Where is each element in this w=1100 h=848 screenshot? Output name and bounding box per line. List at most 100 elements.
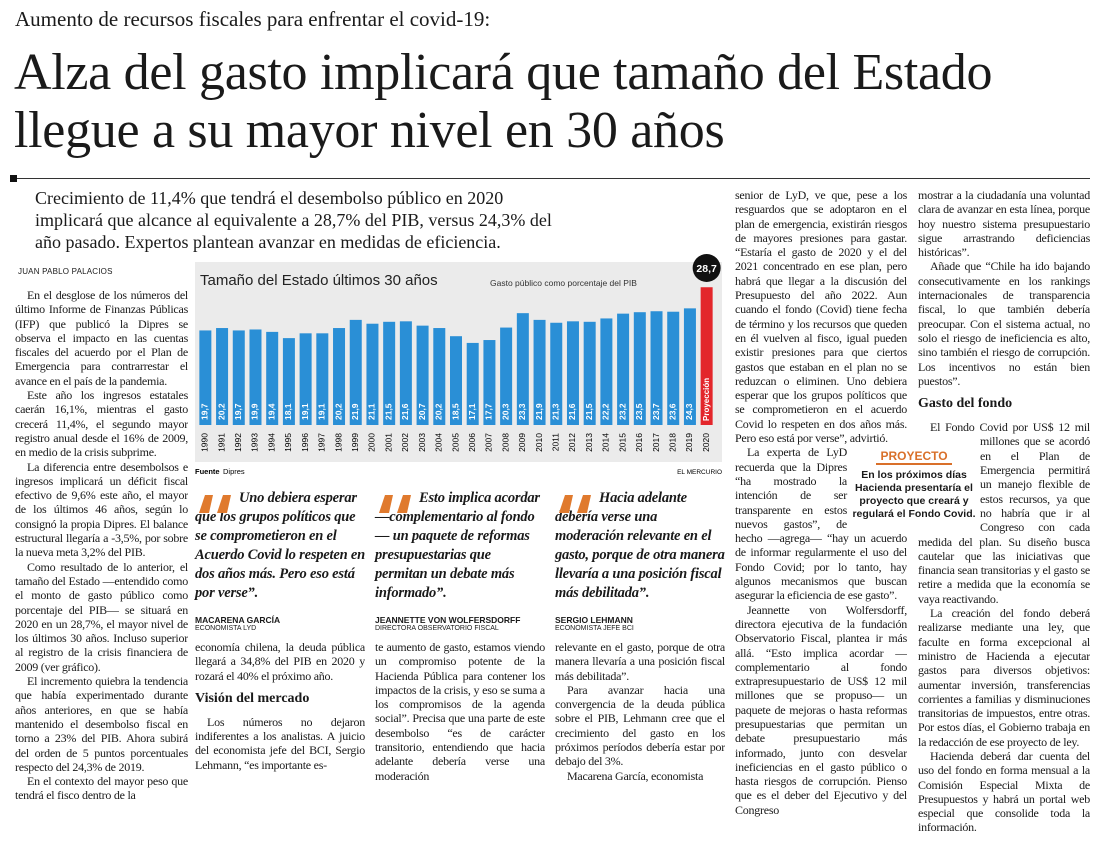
annotation: Proyección (702, 378, 711, 421)
quote-role: ECONOMISTA JEFE BCI (555, 625, 634, 632)
bar (199, 330, 212, 425)
value-label: 21,5 (383, 403, 393, 420)
value-label: 28,7 (696, 263, 717, 275)
bar (650, 311, 663, 425)
paragraph: El incremento quiebra la tendencia que h… (15, 674, 188, 774)
paragraph: En el desglose de los números del último… (15, 288, 188, 388)
bar (466, 342, 479, 425)
bar (533, 319, 546, 425)
x-tick-label: 1999 (350, 433, 360, 452)
x-tick-label: 2001 (383, 433, 393, 452)
quote-text: Hacia adelante debería verse una moderac… (555, 490, 725, 601)
quote-mark (379, 495, 411, 513)
quote-mark (559, 495, 591, 513)
paragraph: relevante en el gasto, porque de otra ma… (555, 640, 725, 683)
value-label: 23,3 (517, 403, 527, 420)
value-label: 23,2 (617, 403, 627, 420)
value-label: 20,2 (333, 403, 343, 420)
quote-role: DIRECTORA OBSERVATORIO FISCAL (375, 625, 499, 632)
paragraph: economía chilena, la deuda pública llega… (195, 640, 365, 683)
x-tick-label: 2013 (584, 433, 594, 452)
chart: Tamaño del Estado últimos 30 años Gasto … (195, 254, 722, 476)
value-label: 21,9 (534, 403, 544, 420)
value-label: 23,7 (651, 403, 661, 420)
pull-quote: Hacia adelante debería verse una moderac… (555, 487, 725, 632)
bar (383, 321, 396, 425)
x-tick-label: 2020 (701, 433, 711, 452)
credit: EL MERCURIO (677, 469, 722, 476)
x-tick-label: 1996 (300, 433, 310, 452)
x-tick-label: 2019 (684, 433, 694, 452)
value-label: 21,3 (551, 403, 561, 420)
value-label: 22,2 (601, 403, 611, 420)
pull-quote: Uno debiera esperar que los grupos polít… (195, 487, 365, 632)
bar (232, 330, 245, 425)
info-box: PROYECTO En los próximos días Hacienda p… (852, 447, 976, 521)
column: te aumento de gasto, estamos viendo un c… (375, 640, 545, 844)
paragraph: Jeannette von Wolfersdorff, directora ej… (735, 602, 907, 817)
x-tick-label: 2011 (551, 433, 561, 452)
chart-title: Tamaño del Estado últimos 30 años (200, 272, 438, 289)
column: mostrar a la ciudadanía una voluntad cla… (918, 188, 1090, 844)
value-label: 21,6 (400, 403, 410, 420)
value-label: 19,9 (250, 403, 260, 420)
x-tick-label: 1994 (266, 433, 276, 452)
bar (282, 338, 295, 425)
x-tick-label: 2008 (500, 433, 510, 452)
paragraph: Como resultado de lo anterior, el tamaño… (15, 559, 188, 674)
value-label: 19,7 (233, 403, 243, 420)
paragraph: El Fondo Covid por US$ 12 mil millones q… (918, 420, 1090, 606)
bar (566, 321, 579, 425)
value-label: 23,5 (634, 403, 644, 420)
value-label: 19,4 (266, 403, 276, 420)
x-tick-label: 2004 (434, 433, 444, 452)
paragraph: Hacienda deberá dar cuenta del uso del f… (918, 748, 1090, 835)
value-label: 21,5 (584, 403, 594, 420)
paragraph: La creación del fondo deberá realizarse … (918, 606, 1090, 749)
value-label: 20,7 (417, 403, 427, 420)
x-tick-label: 2015 (617, 433, 627, 452)
quote-role: ECONOMISTA LYD (195, 625, 257, 632)
bar (266, 331, 279, 425)
bar (550, 322, 563, 425)
column: senior de LyD, ve que, pese a los resgua… (735, 188, 907, 844)
quote-mark (199, 495, 231, 513)
paragraph: Los números no dejaron indiferentes a lo… (195, 714, 365, 772)
bar (500, 327, 513, 425)
bar (433, 328, 446, 425)
x-tick-label: 2003 (417, 433, 427, 452)
column: relevante en el gasto, porque de otra ma… (555, 640, 725, 844)
paragraph: senior de LyD, ve que, pese a los resgua… (735, 188, 907, 446)
bar (516, 313, 529, 425)
x-tick-label: 2006 (467, 433, 477, 452)
byline: JUAN PABLO PALACIOS (18, 267, 113, 276)
value-label: 24,3 (684, 403, 694, 420)
paragraph: mostrar a la ciudadanía una voluntad cla… (918, 188, 1090, 260)
x-tick-label: 1992 (233, 433, 243, 452)
x-tick-label: 2009 (517, 433, 527, 452)
x-tick-label: 2005 (450, 433, 460, 452)
x-tick-label: 2016 (634, 433, 644, 452)
quote-name: MACARENA GARCÍA (195, 615, 281, 625)
subheading: Gasto del fondo (918, 396, 1013, 412)
value-label: 23,6 (667, 403, 677, 420)
paragraph: La experta de LyD recuerda que la Dipres… (735, 445, 907, 603)
source: Dipres (223, 467, 245, 476)
x-tick-label: 1995 (283, 433, 293, 452)
bar (583, 321, 596, 425)
rule (12, 178, 1090, 179)
paragraph: te aumento de gasto, estamos viendo un c… (375, 640, 545, 783)
x-tick-label: 2014 (601, 433, 611, 452)
value-label: 20,2 (216, 403, 226, 420)
headline: Alza del gasto implicará que tamaño del … (14, 44, 993, 159)
value-label: 19,7 (200, 403, 210, 420)
pull-quote: Esto implica acordar —complementario al … (375, 487, 545, 632)
column: economía chilena, la deuda pública llega… (195, 640, 365, 844)
value-label: 18,5 (450, 403, 460, 420)
kicker: Aumento de recursos fiscales para enfren… (15, 7, 491, 31)
bar (366, 323, 379, 425)
bar (333, 328, 346, 425)
box-text: En los próximos días Hacienda presentarí… (852, 469, 976, 520)
paragraph: Este año los ingresos estatales caerán 1… (15, 388, 188, 460)
x-tick-label: 1991 (216, 433, 226, 452)
